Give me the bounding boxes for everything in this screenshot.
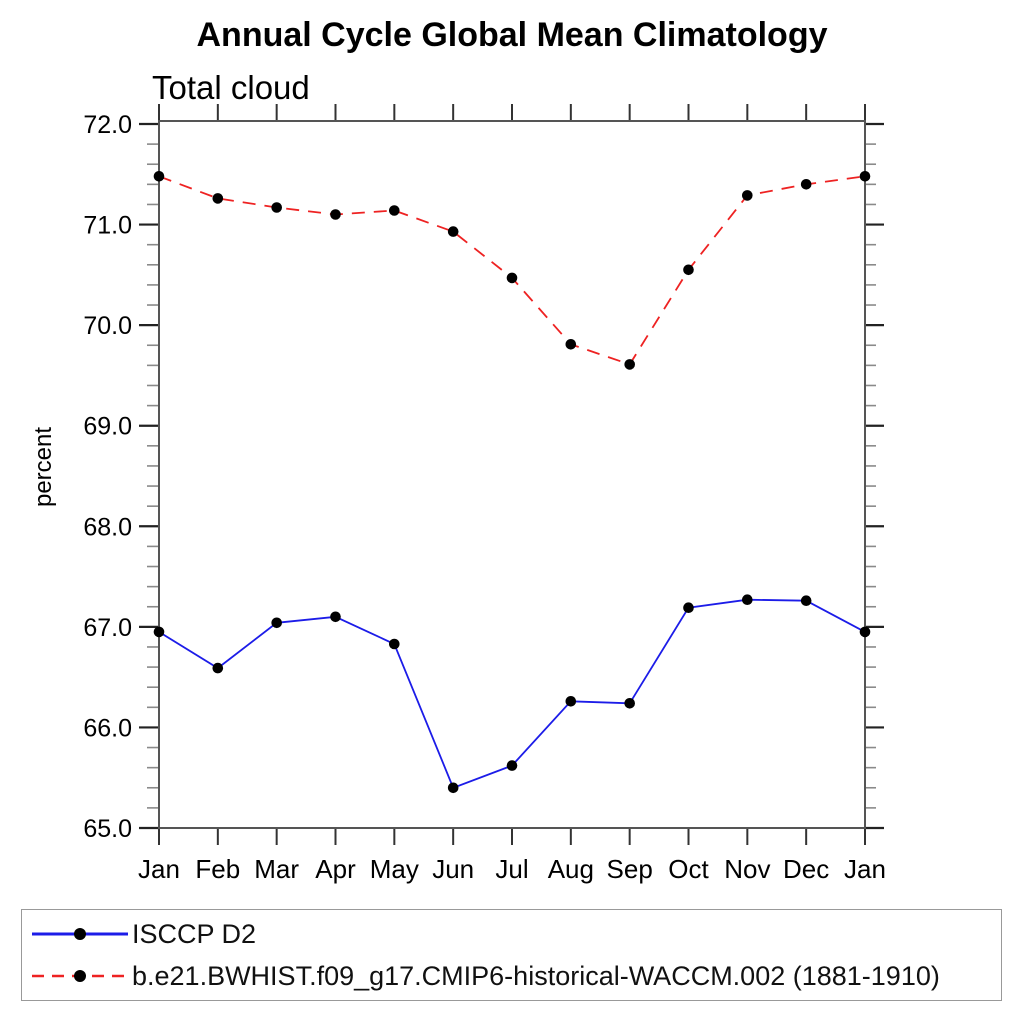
data-point-marker [800, 595, 812, 606]
x-tick-label: Jun [432, 854, 474, 884]
data-point-marker [624, 698, 635, 709]
legend-line-sample [32, 970, 128, 982]
data-point-marker [389, 205, 400, 216]
data-point-marker [330, 209, 341, 220]
legend-item: b.e21.BWHIST.f09_g17.CMIP6-historical-WA… [22, 955, 1001, 997]
x-tick-label: Oct [668, 854, 709, 884]
x-tick-label: Feb [195, 854, 240, 884]
x-tick-label: Jul [495, 854, 528, 884]
plot-frame [158, 120, 866, 829]
y-tick-label: 66.0 [83, 714, 132, 742]
x-tick-label: Jan [138, 854, 180, 884]
data-point-marker [683, 602, 694, 613]
x-tick-label: Mar [254, 854, 299, 884]
data-point-marker [742, 594, 753, 605]
data-point-marker [212, 193, 224, 204]
y-tick-label: 72.0 [83, 111, 132, 139]
data-point-marker [506, 272, 518, 284]
data-point-marker [212, 662, 224, 674]
x-tick-label: Jan [844, 854, 886, 884]
y-tick-label: 65.0 [83, 815, 132, 843]
y-tick-label: 68.0 [83, 513, 132, 541]
legend-item: ISCCP D2 [22, 913, 1001, 955]
data-point-marker [153, 626, 165, 638]
data-point-marker [742, 190, 753, 201]
series-line-1 [158, 175, 866, 366]
data-point-marker [447, 226, 459, 237]
data-point-marker [447, 782, 459, 794]
legend: ISCCP D2 b.e21.BWHIST.f09_g17.CMIP6-hist… [21, 909, 1002, 1001]
series-line-0 [158, 598, 866, 789]
data-point-marker [565, 696, 577, 707]
y-tick-label: 67.0 [83, 614, 132, 642]
y-tick-label: 71.0 [83, 212, 132, 240]
data-point-marker [859, 171, 871, 182]
x-tick-label: Dec [783, 854, 829, 884]
chart-subtitle: Total cloud [152, 69, 310, 106]
legend-line-sample [32, 928, 128, 940]
data-point-marker [389, 638, 400, 650]
y-tick-label: 70.0 [83, 312, 132, 340]
x-tick-label: Sep [607, 854, 653, 884]
legend-label: b.e21.BWHIST.f09_g17.CMIP6-historical-WA… [132, 960, 940, 991]
y-tick-label: 69.0 [83, 413, 132, 441]
data-point-marker [506, 760, 518, 771]
data-point-marker [153, 171, 165, 182]
chart-title: Annual Cycle Global Mean Climatology [196, 16, 828, 54]
legend-label: ISCCP D2 [132, 918, 257, 949]
legend-marker-dot [74, 970, 86, 982]
data-point-marker [624, 359, 635, 370]
data-point-marker [330, 611, 341, 623]
x-tick-label: Aug [548, 854, 594, 884]
data-point-marker [800, 179, 812, 190]
x-tick-label: Apr [315, 854, 356, 884]
data-point-marker [271, 617, 283, 629]
data-point-marker [859, 626, 871, 638]
data-point-marker [271, 202, 283, 213]
x-tick-label: May [370, 854, 419, 884]
data-point-marker [683, 264, 694, 276]
legend-marker-dot [74, 928, 86, 940]
x-tick-label: Nov [724, 854, 770, 884]
data-point-marker [565, 339, 577, 350]
